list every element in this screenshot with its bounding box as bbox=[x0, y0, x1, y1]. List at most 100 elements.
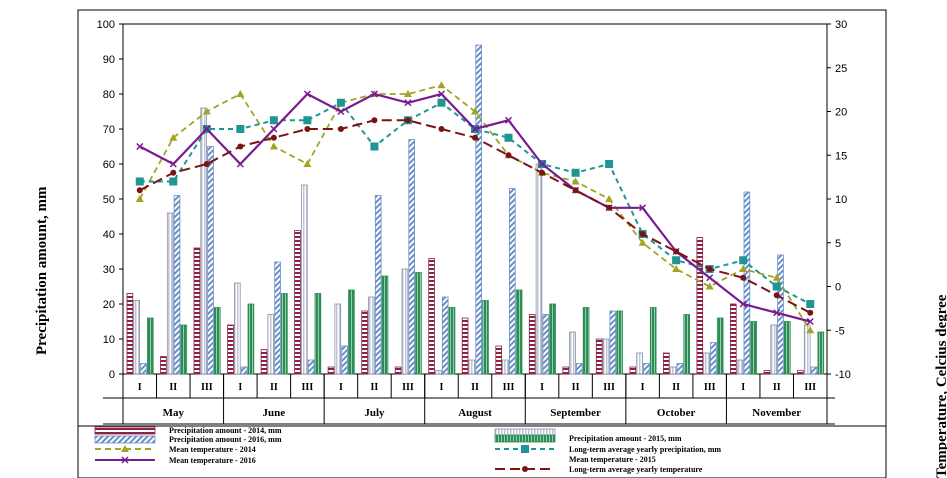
bar-2015-10 bbox=[482, 300, 489, 375]
legend-swatch-0 bbox=[94, 426, 156, 435]
bar-2015-17 bbox=[716, 317, 724, 375]
left-tick-label-2: 20 bbox=[103, 299, 115, 311]
marker-temp2015-3 bbox=[236, 125, 245, 133]
marker-templong-8 bbox=[404, 117, 411, 124]
bar-longterm-15 bbox=[636, 352, 643, 375]
bar-2015-7 bbox=[381, 275, 389, 375]
marker-temp2016-5 bbox=[303, 90, 311, 98]
month-label-6: November bbox=[752, 407, 801, 419]
bar-longterm-10 bbox=[468, 359, 476, 375]
bar-2016-20 bbox=[810, 366, 818, 375]
right-tick-label-8: 30 bbox=[835, 19, 847, 31]
bar-2015-15 bbox=[649, 307, 657, 375]
right-tick-label-4: 10 bbox=[835, 194, 847, 206]
marker-temp2016-8 bbox=[404, 99, 412, 107]
left-tick-label-0: 0 bbox=[109, 369, 115, 381]
decade-label-14: III bbox=[603, 382, 615, 393]
legend-swatch-5 bbox=[494, 434, 556, 443]
right-tick-label-1: -5 bbox=[835, 325, 845, 337]
marker-temp2014-3 bbox=[236, 90, 245, 97]
marker-temp2016-6 bbox=[337, 107, 345, 116]
bar-2014-2 bbox=[193, 247, 201, 375]
left-tick-label-5: 50 bbox=[103, 194, 115, 206]
bar-2015-4 bbox=[281, 293, 288, 375]
marker-temp2015-1 bbox=[169, 177, 178, 186]
bar-2014-17 bbox=[696, 237, 704, 375]
bars-layer bbox=[126, 44, 825, 375]
marker-temp2016-10 bbox=[471, 125, 479, 133]
decade-label-20: III bbox=[804, 382, 816, 393]
bar-longterm-19 bbox=[770, 324, 777, 375]
bar-2015-14 bbox=[616, 310, 623, 375]
legend-label-8: Long-term average yearly temperature bbox=[569, 465, 703, 474]
bar-longterm-8 bbox=[401, 268, 409, 375]
legend-label-3: Mean temperature - 2016 bbox=[169, 456, 256, 465]
bar-2014-11 bbox=[495, 345, 502, 375]
bar-2015-8 bbox=[415, 272, 422, 375]
bar-2014-19 bbox=[763, 370, 771, 375]
legend-label-5: Precipitation amount - 2015, mm bbox=[569, 434, 682, 443]
marker-temp2016-20-b bbox=[806, 317, 814, 326]
bar-2015-13 bbox=[582, 307, 590, 375]
bar-2014-20 bbox=[797, 370, 804, 375]
marker-temp2016-4-b bbox=[270, 125, 278, 133]
marker-temp2014-14 bbox=[605, 195, 614, 202]
bar-2014-6 bbox=[327, 366, 335, 375]
marker-temp2016-11 bbox=[504, 116, 513, 124]
bar-2016-16 bbox=[676, 363, 684, 375]
right-tick-label-3: 5 bbox=[835, 238, 841, 250]
legend-swatch-1 bbox=[94, 435, 156, 444]
bar-2016-3 bbox=[240, 366, 248, 375]
marker-temp2016-12-b bbox=[538, 160, 546, 168]
marker-temp2016-15 bbox=[639, 204, 647, 212]
marker-temp2014-17 bbox=[705, 282, 714, 290]
marker-temp2016-10-b bbox=[471, 125, 479, 133]
bar-2015-5 bbox=[314, 293, 322, 375]
right-y-axis: -10 -5 0 5 10 15 20 25 30 bbox=[827, 19, 851, 381]
bar-2015-16 bbox=[683, 314, 690, 375]
marker-templong-13 bbox=[572, 187, 579, 194]
bar-2015-19 bbox=[784, 321, 791, 375]
decade-label-13: II bbox=[572, 382, 580, 393]
bar-2016-0 bbox=[140, 363, 147, 375]
bar-2014-0 bbox=[126, 293, 134, 375]
marker-temp2016-5-b bbox=[303, 90, 311, 98]
marker-temp2016-2-b bbox=[203, 125, 211, 133]
marker-temp2016-7 bbox=[370, 90, 378, 98]
marker-temp2015-7 bbox=[370, 142, 379, 151]
marker-templong-4 bbox=[270, 134, 277, 141]
marker-templong-14 bbox=[606, 204, 613, 211]
legend-label-7: Mean temperature - 2015 bbox=[569, 455, 656, 464]
marker-templong-20 bbox=[807, 309, 814, 316]
marker-temp2016-3-b bbox=[236, 160, 244, 168]
marker-temp2016-19 bbox=[773, 309, 781, 317]
decade-label-12: I bbox=[540, 382, 544, 393]
marker-temp2014-15 bbox=[638, 238, 647, 246]
decade-label-7: II bbox=[371, 382, 379, 393]
decade-label-0: I bbox=[138, 382, 142, 393]
bar-2014-10 bbox=[461, 317, 469, 375]
decade-label-17: III bbox=[704, 382, 716, 393]
bar-2014-3 bbox=[227, 324, 234, 375]
bar-2016-7 bbox=[374, 195, 382, 375]
bar-longterm-7 bbox=[368, 296, 375, 375]
marker-temp2014-16 bbox=[672, 265, 681, 272]
month-label-0: May bbox=[163, 407, 185, 419]
decade-label-16: II bbox=[672, 382, 680, 393]
marker-temp2016-1-b bbox=[169, 160, 177, 168]
marker-templong-2 bbox=[203, 161, 210, 167]
bar-2016-15 bbox=[643, 363, 650, 375]
month-label-2: July bbox=[364, 407, 385, 419]
chart-frame bbox=[77, 9, 887, 478]
bar-2015-6 bbox=[348, 289, 355, 375]
marker-temp2014-0 bbox=[135, 195, 144, 202]
bar-2014-8 bbox=[394, 366, 402, 375]
marker-temp2014-8 bbox=[403, 90, 412, 97]
bar-2014-12 bbox=[528, 314, 536, 375]
bar-longterm-12 bbox=[535, 163, 543, 375]
bar-longterm-5 bbox=[300, 184, 308, 375]
marker-templong-3 bbox=[237, 143, 244, 150]
decade-label-10: II bbox=[471, 382, 479, 393]
bar-longterm-6 bbox=[334, 303, 342, 375]
bar-2016-9 bbox=[441, 296, 449, 375]
